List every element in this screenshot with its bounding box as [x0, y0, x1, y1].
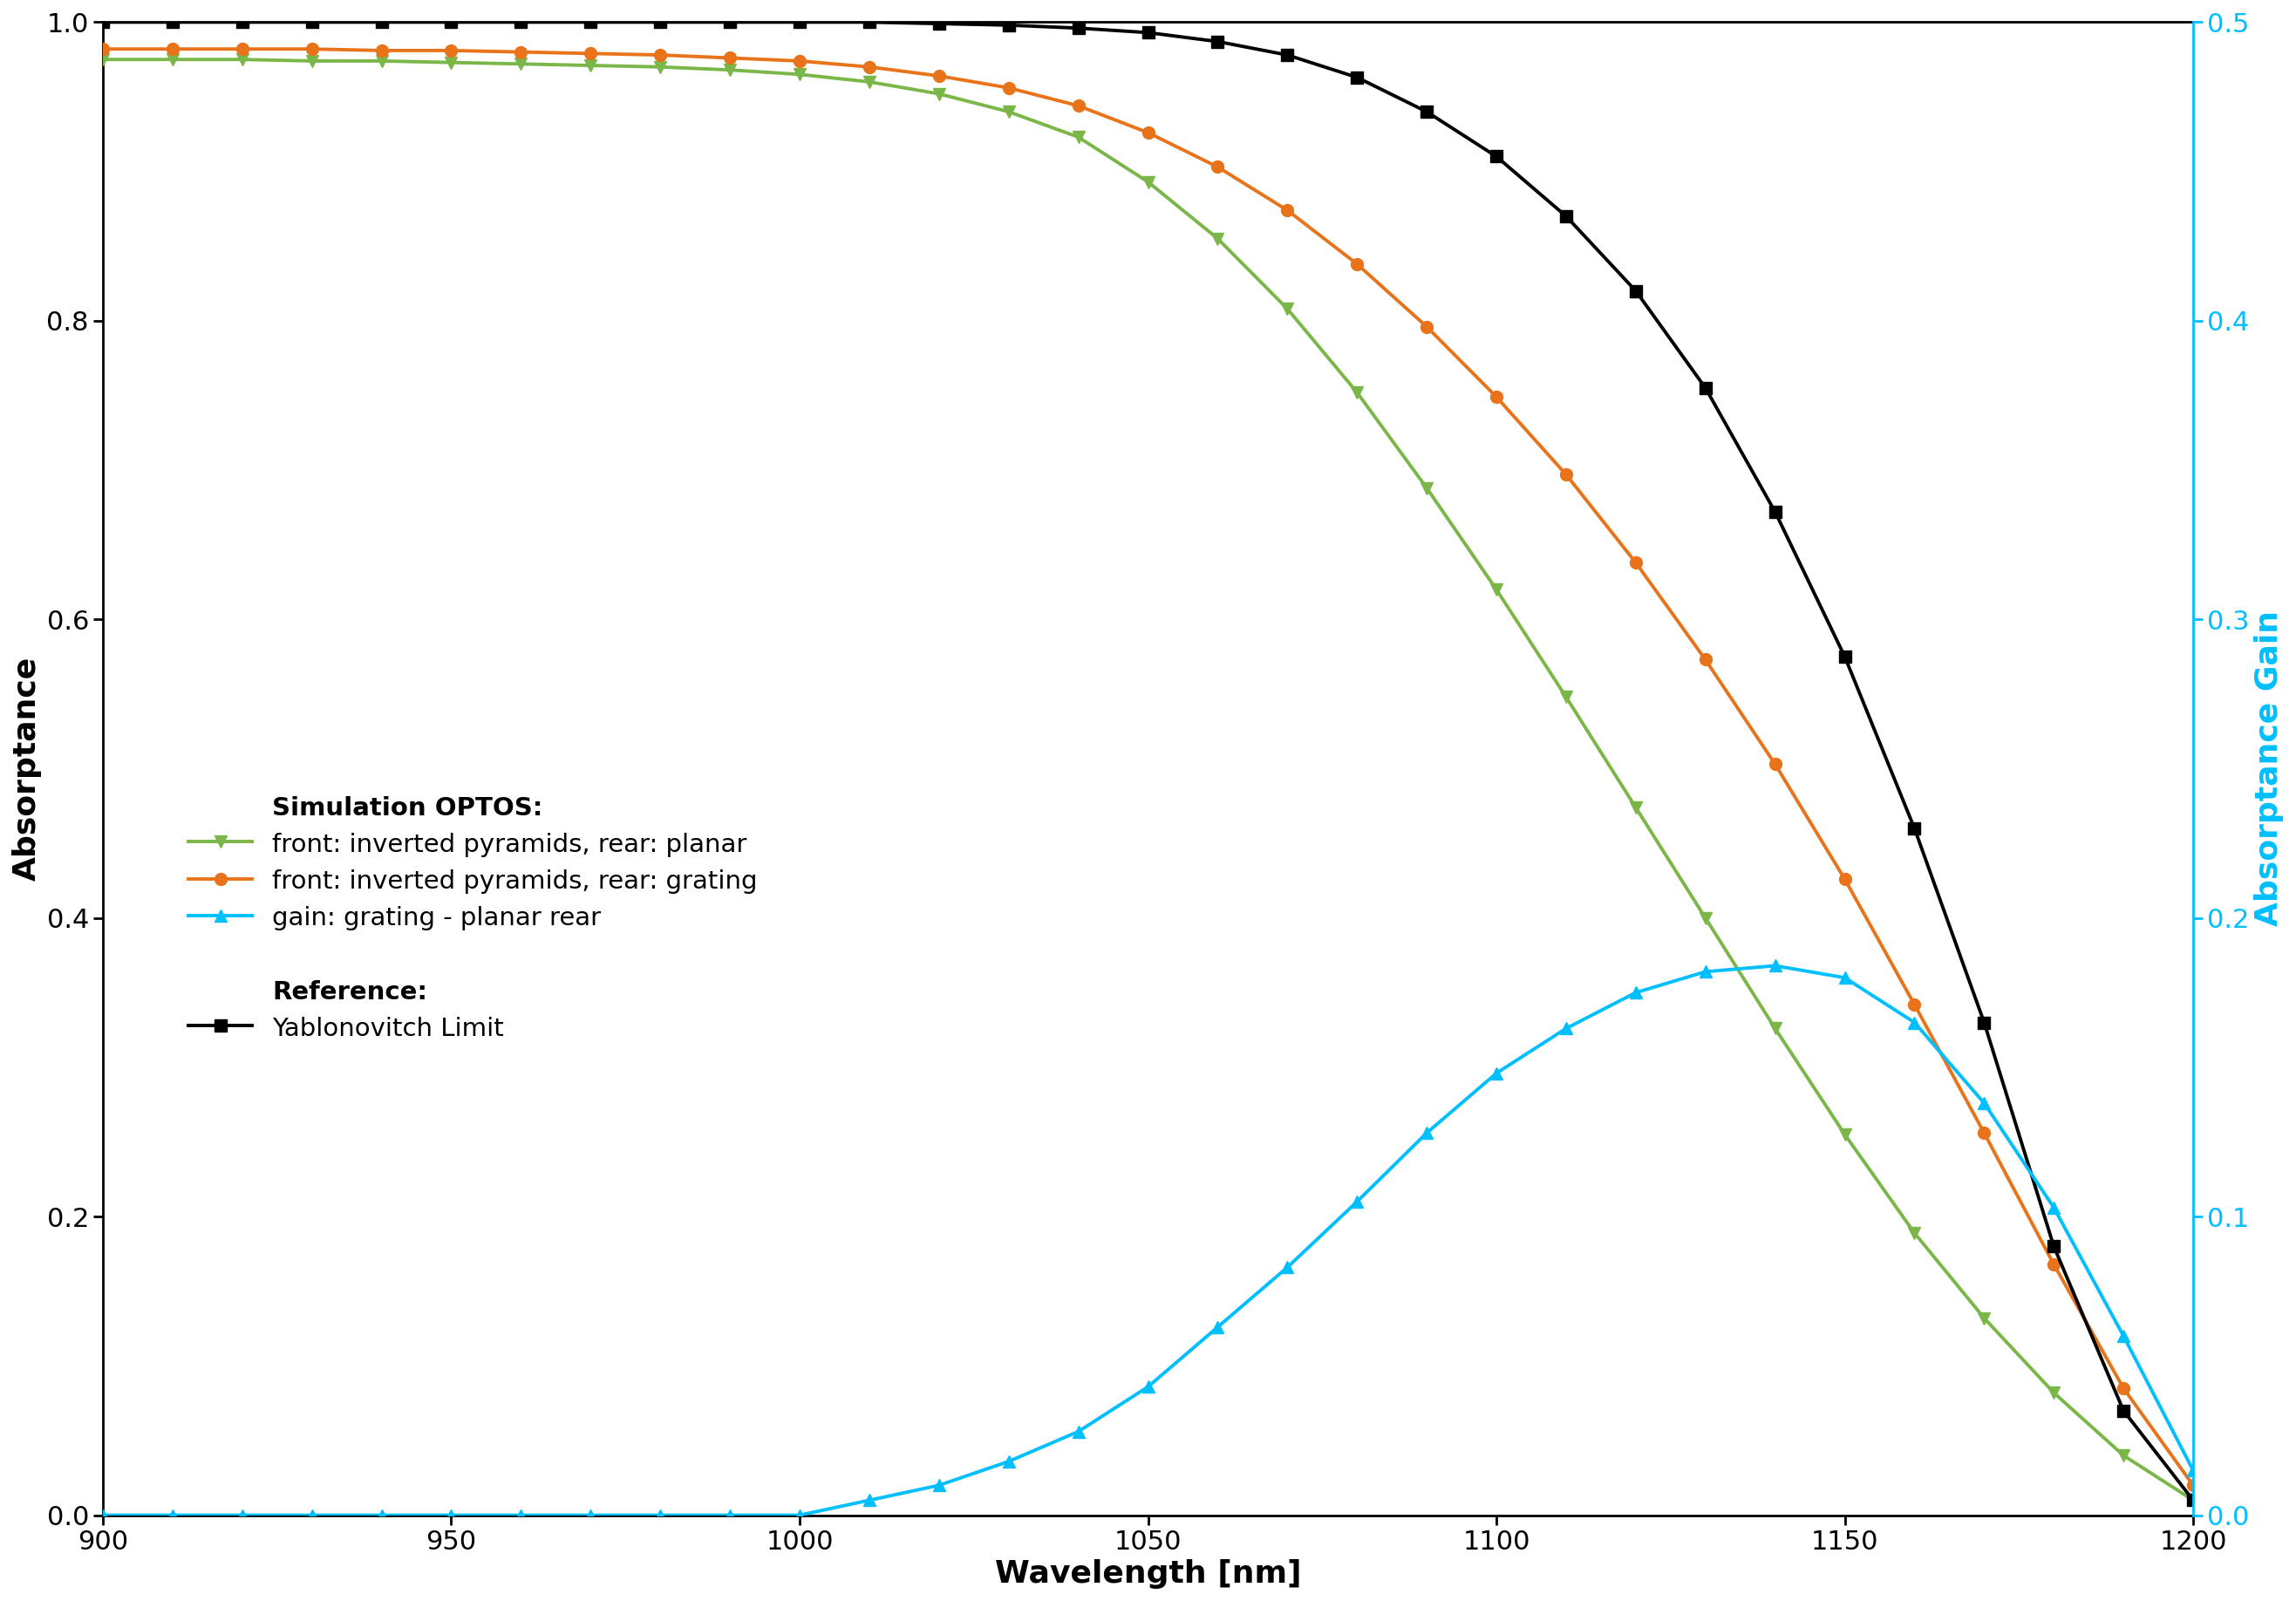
Y-axis label: Absorptance: Absorptance [11, 656, 41, 881]
X-axis label: Wavelength [nm]: Wavelength [nm] [994, 1559, 1302, 1588]
Legend: Simulation OPTOS:, front: inverted pyramids, rear: planar, front: inverted pyram: Simulation OPTOS:, front: inverted pyram… [179, 784, 767, 1052]
Y-axis label: Absorptance Gain: Absorptance Gain [2255, 612, 2285, 927]
